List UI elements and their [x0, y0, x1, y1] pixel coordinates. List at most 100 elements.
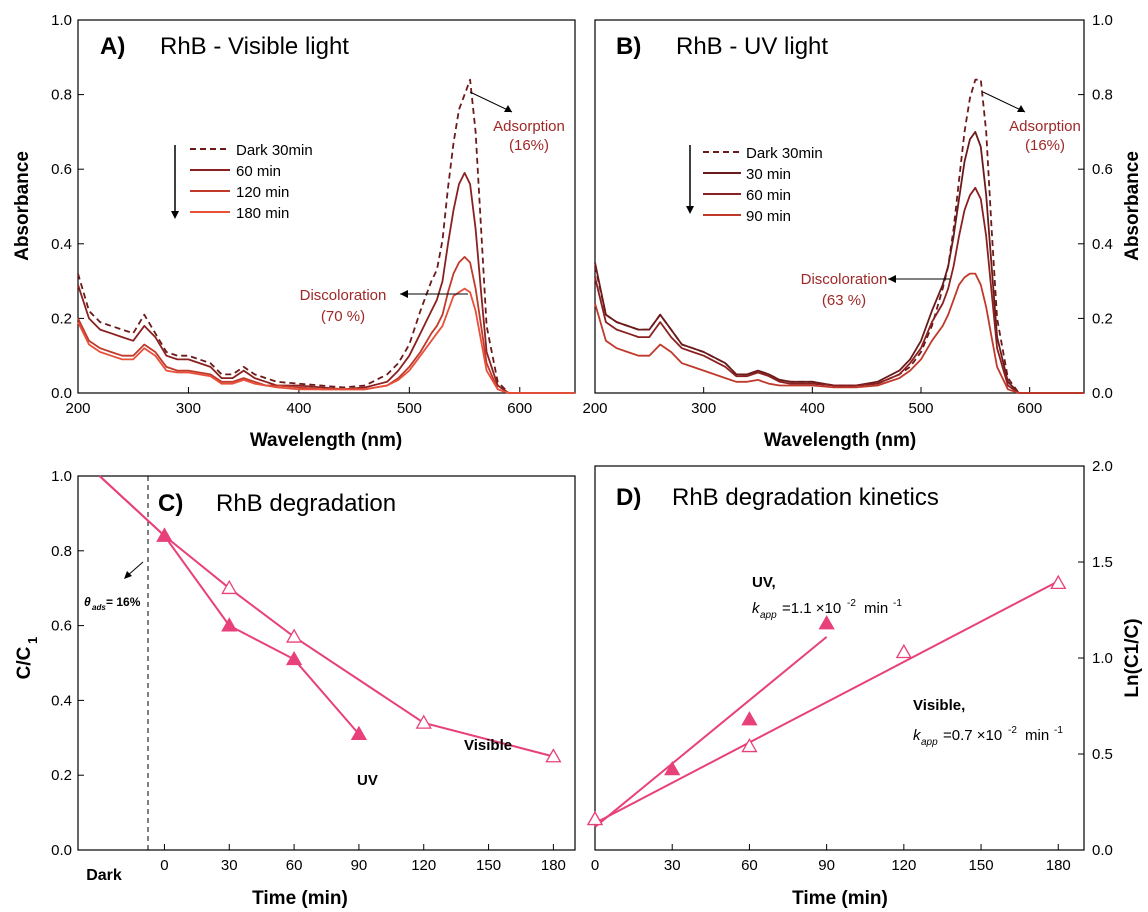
panel-a-ylabel: Absorbance	[12, 151, 33, 261]
c-xtick-label: 90	[351, 857, 368, 874]
d-vis-k-exp: -2	[1008, 725, 1017, 736]
panel-d-ylabel: Ln(C1/C)	[1122, 618, 1143, 697]
a-ytick-label: 0.2	[51, 310, 72, 327]
theta-value: = 16%	[106, 595, 141, 609]
legend-label-60: 60 min	[236, 163, 281, 180]
c-ytick-label: 1.0	[51, 468, 72, 485]
label-uv-c: UV	[357, 772, 378, 789]
panel-d-xlabel: Time (min)	[792, 888, 888, 909]
d-vis-unit-exp: -1	[1054, 725, 1063, 736]
panel-d: D) RhB degradation kinetics Time (min) L…	[586, 458, 1143, 909]
c-xtick-label: 0	[160, 857, 168, 874]
c-point-uv	[156, 527, 173, 542]
b-xtick-label: 200	[582, 400, 607, 417]
c-point-uv	[350, 725, 368, 740]
a-xtick-label: 500	[397, 400, 422, 417]
adsorption-value-b: (16%)	[1025, 137, 1065, 154]
panel-b-ticks: 200 300 400 500 600 0.0 0.2 0.4 0.6 0.8 1.0	[582, 12, 1112, 417]
a-series-line-0	[77, 78, 575, 394]
b-series-line-2	[594, 186, 1084, 394]
panel-c-ylabel: C/C 1	[14, 637, 40, 680]
d-ytick-label: 2.0	[1092, 458, 1113, 475]
d-ytick-label: 1.5	[1092, 554, 1113, 571]
panel-d-ticks: 0 30 60 90 120 150 180 0.0 0.5 1.0 1.5 2.0	[591, 458, 1113, 874]
c-point-visible	[545, 748, 562, 763]
c-ytick-label: 0.2	[51, 767, 72, 784]
d-uv-label: UV,	[752, 574, 776, 591]
d-uv-unit-exp: -1	[893, 598, 902, 609]
panel-a-legend: Dark 30min 60 min 120 min 180 min	[190, 142, 313, 222]
legend-label-60-b: 60 min	[746, 187, 791, 204]
a-ytick-label: 1.0	[51, 12, 72, 29]
discoloration-label-b: Discoloration	[801, 271, 888, 288]
adsorption-arrowhead-b	[1017, 105, 1025, 112]
panel-a-frame	[77, 19, 576, 394]
c-ytick-label: 0.0	[51, 842, 72, 859]
theta-symbol: θ	[84, 595, 91, 609]
d-vis-k-symbol: k	[913, 727, 922, 744]
panel-d-ylabel-text: Ln(C1/C)	[1122, 618, 1143, 697]
discoloration-value-b: (63 %)	[822, 292, 866, 309]
d-point-visible	[741, 738, 758, 753]
adsorption-value-a: (16%)	[509, 137, 549, 154]
c-ytick-label: 0.6	[51, 618, 72, 635]
legend-arrowhead-a	[171, 211, 179, 219]
panel-c-title: C)	[158, 490, 183, 517]
panel-c: C) RhB degradation Time (min) C/C 1 0 30 6…	[14, 468, 576, 909]
b-xtick-label: 400	[800, 400, 825, 417]
d-uv-unit: min	[864, 600, 888, 617]
panel-a-series	[77, 78, 575, 394]
d-vis-unit: min	[1025, 727, 1049, 744]
panel-b-series	[594, 78, 1084, 394]
panel-d-subtitle: RhB degradation kinetics	[672, 484, 939, 511]
panel-a-subtitle: RhB - Visible light	[160, 33, 349, 60]
legend-label-dark-b: Dark 30min	[746, 145, 823, 162]
adsorption-arrow-b	[982, 91, 1026, 113]
a-ytick-label: 0.8	[51, 87, 72, 104]
d-uv-k-value: =1.1 ×10	[782, 600, 841, 617]
d-xtick-label: 150	[969, 857, 994, 874]
c-series-line-visible	[98, 475, 554, 758]
d-ytick-label: 0.0	[1092, 842, 1113, 859]
d-point-visible	[895, 643, 912, 659]
panel-a-title: A)	[100, 33, 125, 60]
panel-d-series	[586, 574, 1067, 828]
legend-label-30-b: 30 min	[746, 166, 791, 183]
d-ytick-label: 1.0	[1092, 650, 1113, 667]
d-xtick-label: 120	[891, 857, 916, 874]
panel-b-ylabel: Absorbance	[1122, 151, 1143, 261]
discoloration-arrowhead-a	[400, 290, 408, 298]
adsorption-arrow-a	[469, 91, 513, 113]
legend-label-120: 120 min	[236, 184, 289, 201]
b-ytick-label: 0.2	[1092, 310, 1113, 327]
b-series-line-3	[594, 272, 1084, 394]
discoloration-value-a: (70 %)	[321, 308, 365, 325]
d-xtick-label: 90	[818, 857, 835, 874]
c-xtick-label: 120	[411, 857, 436, 874]
d-vis-k-value: =0.7 ×10	[943, 727, 1002, 744]
c-point-visible	[285, 628, 303, 643]
d-point-visible	[1050, 574, 1067, 590]
c-point-uv	[285, 650, 303, 666]
d-fit-line-visible	[594, 580, 1059, 825]
discoloration-arrowhead-b	[888, 275, 896, 283]
a-xtick-label: 200	[65, 400, 90, 417]
a-ytick-label: 0.0	[51, 385, 72, 402]
panel-c-subtitle: RhB degradation	[216, 490, 396, 517]
d-uv-k-exp: -2	[847, 598, 856, 609]
adsorption-label-b: Adsorption	[1009, 118, 1081, 135]
panel-b-frame	[594, 19, 1085, 394]
d-vis-label: Visible,	[913, 697, 965, 714]
adsorption-arrowhead-a	[504, 105, 512, 112]
b-ytick-label: 0.0	[1092, 385, 1113, 402]
a-ytick-label: 0.4	[51, 236, 72, 253]
a-xtick-label: 400	[286, 400, 311, 417]
c-point-visible	[221, 579, 238, 595]
b-ytick-label: 0.6	[1092, 161, 1113, 178]
legend-arrowhead-b	[686, 206, 694, 214]
panel-c-xlabel: Time (min)	[252, 888, 348, 909]
c-point-visible	[415, 714, 432, 729]
label-visible-c: Visible	[464, 737, 512, 754]
b-xtick-label: 500	[908, 400, 933, 417]
dark-tick-label: Dark	[86, 867, 122, 884]
